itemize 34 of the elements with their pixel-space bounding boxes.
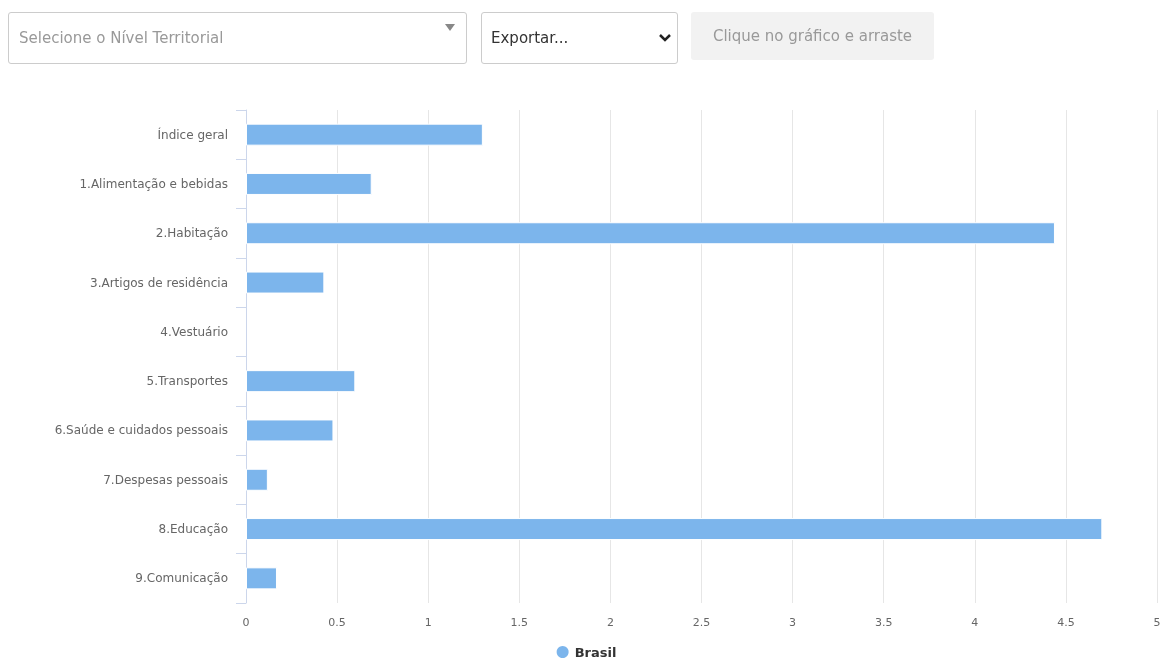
y-tick-label: 8.Educação xyxy=(158,522,228,537)
bar xyxy=(246,419,334,442)
y-tick-label: 7.Despesas pessoais xyxy=(103,472,228,487)
bar xyxy=(246,271,325,294)
x-tick-label: 0.5 xyxy=(328,616,346,629)
text: Selecione o Nível Territorial xyxy=(8,12,467,64)
y-tick-label: 5.Transportes xyxy=(146,374,228,389)
y-tick-label: 2.Habitação xyxy=(155,226,228,241)
y-tick-label: 4.Vestuário xyxy=(160,324,228,339)
y-tick-label: 3.Artigos de residência xyxy=(90,275,228,290)
x-tick-label: 0 xyxy=(242,616,250,629)
x-tick-label: 3 xyxy=(789,616,797,629)
bar xyxy=(246,222,1055,245)
bar xyxy=(246,370,356,393)
legend-label: Brasil xyxy=(574,644,617,660)
x-tick-label: 1 xyxy=(424,616,432,629)
y-tick-label: 6.Saúde e cuidados pessoais xyxy=(54,423,228,438)
x-tick-label: 5 xyxy=(1153,616,1161,629)
text: Exportar... xyxy=(481,12,678,64)
x-tick-label: 2 xyxy=(606,616,614,629)
y-tick-label: 9.Comunicação xyxy=(135,571,228,586)
x-tick-label: 4 xyxy=(971,616,979,629)
x-tick-label: 2.5 xyxy=(692,616,711,629)
y-tick-label: Índice geral xyxy=(157,126,228,142)
bar xyxy=(246,123,483,146)
bar xyxy=(246,567,277,590)
y-tick-label: 1.Alimentação e bebidas xyxy=(79,176,228,191)
bar xyxy=(246,518,1103,541)
x-tick-label: 3.5 xyxy=(874,616,893,629)
x-tick-label: 1.5 xyxy=(510,616,529,629)
text: Clique no gráfico e arraste xyxy=(691,12,934,60)
x-tick-label: 4.5 xyxy=(1057,616,1075,629)
bar xyxy=(246,468,268,491)
bar xyxy=(246,172,372,195)
